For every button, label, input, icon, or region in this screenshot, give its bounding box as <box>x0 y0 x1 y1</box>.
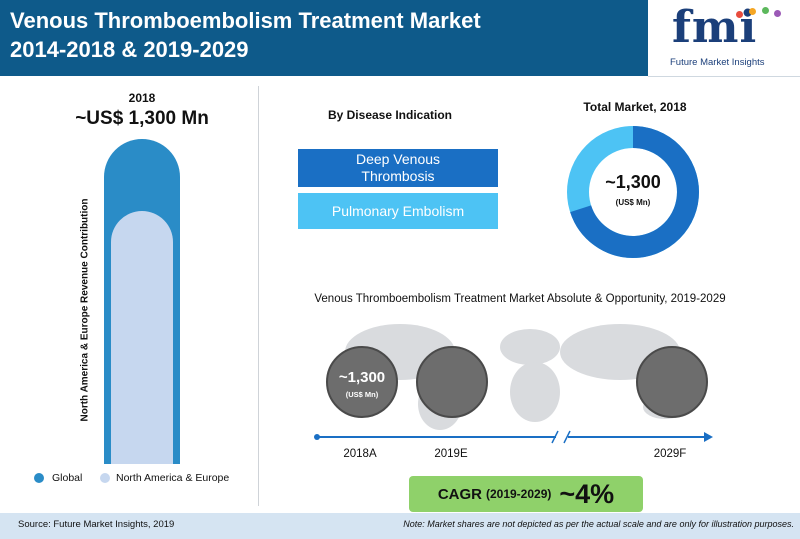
circle-2018 <box>326 346 398 418</box>
circle-2018-value: ~1,300 <box>338 369 386 386</box>
cagr-value: ~4% <box>559 478 615 509</box>
logo-dot-icon <box>736 11 743 18</box>
title-line-2: 2014-2018 & 2019-2029 <box>10 37 249 62</box>
axis-label-container: North America & Europe Revenue Contribut… <box>78 174 92 446</box>
logo-dot-icon <box>774 10 781 17</box>
timeline-label-2019: 2019E <box>434 448 468 460</box>
header-banner <box>0 0 648 76</box>
legend-na-europe-label: North America & Europe <box>116 472 230 484</box>
donut-center-unit: (US$ Mn) <box>615 198 651 207</box>
total-market-title: Total Market, 2018 <box>583 100 687 114</box>
cagr-badge: CAGR (2019-2029) ~4% <box>409 476 643 512</box>
cagr-label: CAGR <box>437 485 482 503</box>
segment-pe-label: Pulmonary Embolism <box>331 203 465 219</box>
donut-arc-deep-venous-thrombosis <box>567 126 699 258</box>
north-america-europe-bar <box>111 211 173 464</box>
segment-deep-venous-thrombosis: Deep Venous Thrombosis <box>298 149 498 187</box>
legend-na-europe-swatch <box>100 473 110 483</box>
donut-center-value: ~1,300 <box>605 172 661 192</box>
page-title: Venous Thromboembolism Treatment Market … <box>10 6 640 64</box>
opportunity-title: Venous Thromboembolism Treatment Market … <box>314 293 726 305</box>
fmi-logo: fmi <box>672 2 758 53</box>
logo-subtitle: Future Market Insights <box>670 57 765 68</box>
timeline-label-2029: 2029F <box>653 448 687 460</box>
footer-source: Source: Future Market Insights, 2019 <box>18 519 175 530</box>
segment-dvt-label: Deep Venous Thrombosis <box>355 151 441 184</box>
footer-note: Note: Market shares are not depicted as … <box>403 519 794 529</box>
circle-2018-unit: (US$ Mn) <box>345 390 379 399</box>
regional-total-value: ~US$ 1,300 Mn <box>75 108 209 129</box>
legend-global-swatch <box>34 473 44 483</box>
timeline-label-2018: 2018A <box>343 448 377 460</box>
indication-title: By Disease Indication <box>327 108 453 122</box>
circle-2019 <box>416 346 488 418</box>
footer-bar <box>0 513 800 539</box>
cagr-period: (2019-2029) <box>485 487 552 501</box>
logo-dot-icon <box>762 7 769 14</box>
timeline-axis <box>314 430 713 444</box>
segment-pulmonary-embolism: Pulmonary Embolism <box>298 193 498 229</box>
regional-year-label: 2018 <box>128 91 156 105</box>
circle-2029 <box>636 346 708 418</box>
logo-dot-icon <box>749 8 756 15</box>
panel-divider <box>258 86 259 506</box>
total-market-donut <box>567 126 699 258</box>
title-line-1: Venous Thromboembolism Treatment Market <box>10 8 481 33</box>
legend-global-label: Global <box>52 472 83 484</box>
regional-axis-label: North America & Europe Revenue Contribut… <box>79 198 91 422</box>
